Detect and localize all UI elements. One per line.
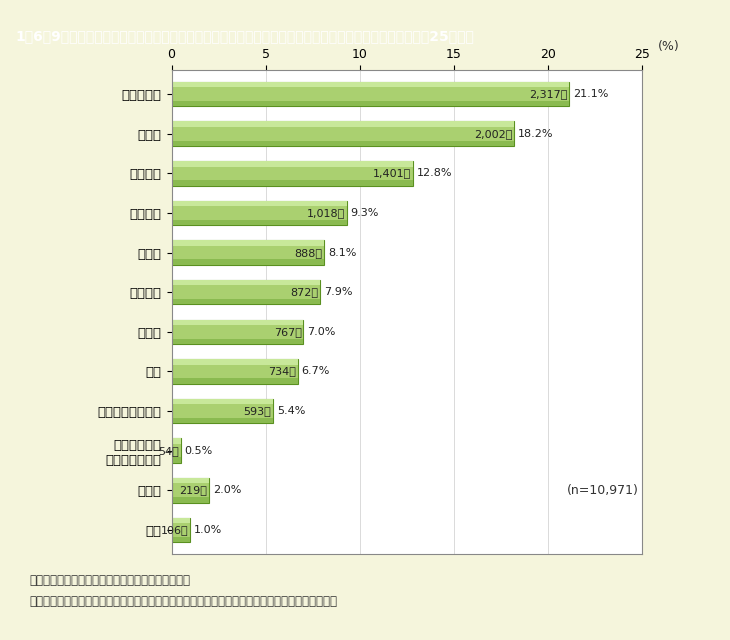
Text: ２．相談件数は，電話相談及び面接相談の合計（要望・苦情，いたずら，無言を除く）。: ２．相談件数は，電話相談及び面接相談の合計（要望・苦情，いたずら，無言を除く）。 [29,595,337,608]
Bar [172,359,298,365]
Text: 106件: 106件 [161,525,188,535]
Bar [172,220,347,225]
Bar [172,478,210,502]
Text: 7.0%: 7.0% [307,327,336,337]
Text: 7.9%: 7.9% [324,287,353,297]
Bar [172,141,515,146]
Text: 21.1%: 21.1% [573,89,608,99]
Text: 219件: 219件 [180,485,207,495]
Bar [172,240,324,246]
Bar [172,201,347,206]
Text: 888件: 888件 [294,248,322,257]
Bar [172,399,273,404]
Text: (%): (%) [658,40,679,52]
Bar [172,280,320,305]
Text: 9.3%: 9.3% [350,208,379,218]
Text: 5.4%: 5.4% [277,406,305,416]
Bar [172,497,210,502]
Text: 2,002件: 2,002件 [474,129,512,139]
Bar [172,122,515,127]
Bar [172,518,191,542]
Bar [172,518,191,523]
Text: 1,401件: 1,401件 [372,168,411,179]
Bar [172,101,569,106]
Bar [172,378,298,384]
Bar [172,438,181,463]
Text: 1,018件: 1,018件 [307,208,345,218]
Text: 12.8%: 12.8% [416,168,452,179]
Bar [172,82,569,87]
Bar [172,180,412,186]
Bar [172,201,347,225]
Text: 54件: 54件 [158,445,179,456]
Text: 1－6－9図　東日本大震災被災地における女性の悩み・暴力相談事業　相談件数の内訳（複数回答）（平成25年度）: 1－6－9図 東日本大震災被災地における女性の悩み・暴力相談事業 相談件数の内訳… [16,29,474,44]
Bar [172,537,191,542]
Bar [172,458,181,463]
Bar [172,299,320,305]
Bar [172,122,515,146]
Bar [172,259,324,265]
Bar [172,161,412,186]
Text: 8.1%: 8.1% [328,248,356,257]
Text: 0.5%: 0.5% [185,445,213,456]
Bar [172,339,304,344]
Bar [172,161,412,166]
Text: 734件: 734件 [268,367,296,376]
Text: 2.0%: 2.0% [213,485,242,495]
Bar [172,359,298,384]
Text: 767件: 767件 [274,327,301,337]
Text: (n=10,971): (n=10,971) [566,484,639,497]
Text: 6.7%: 6.7% [301,367,330,376]
Text: （備考）１．内閣府男女共同参画局資料より作成。: （備考）１．内閣府男女共同参画局資料より作成。 [29,574,191,588]
Bar [172,438,181,444]
Text: 2,317件: 2,317件 [529,89,567,99]
Bar [172,319,304,325]
Text: 18.2%: 18.2% [518,129,553,139]
Bar [172,319,304,344]
Text: 872件: 872件 [291,287,318,297]
Text: 1.0%: 1.0% [194,525,223,535]
Bar [172,418,273,423]
Bar [172,240,324,265]
Bar [172,82,569,106]
Bar [172,478,210,483]
Text: 593件: 593件 [244,406,272,416]
Bar [172,399,273,423]
Bar [172,280,320,285]
